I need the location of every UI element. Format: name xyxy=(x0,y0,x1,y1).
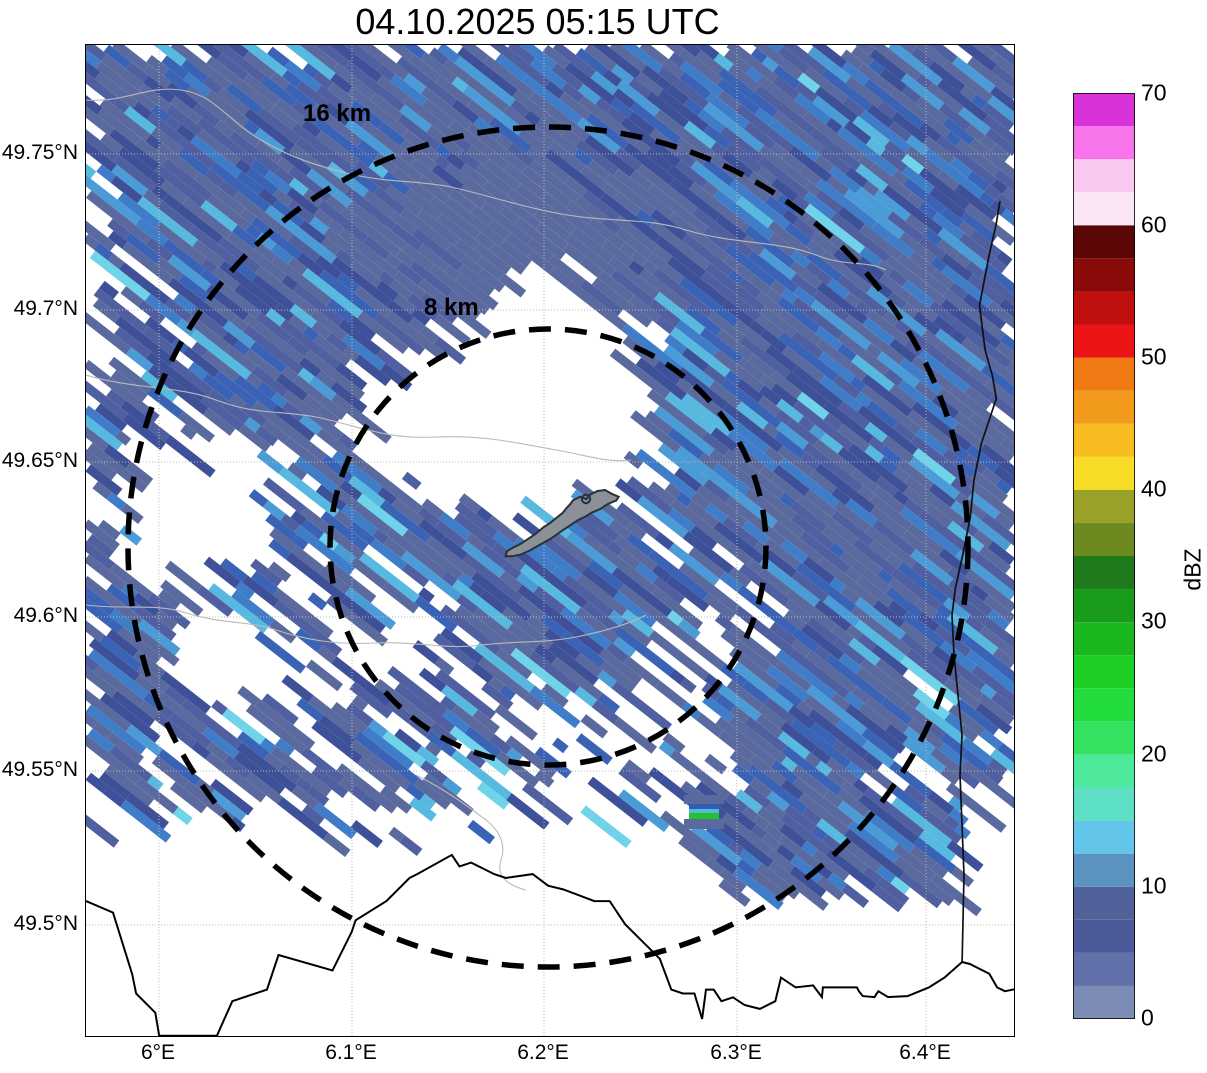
svg-text:16 km: 16 km xyxy=(303,100,371,127)
svg-text:8 km: 8 km xyxy=(424,294,479,321)
